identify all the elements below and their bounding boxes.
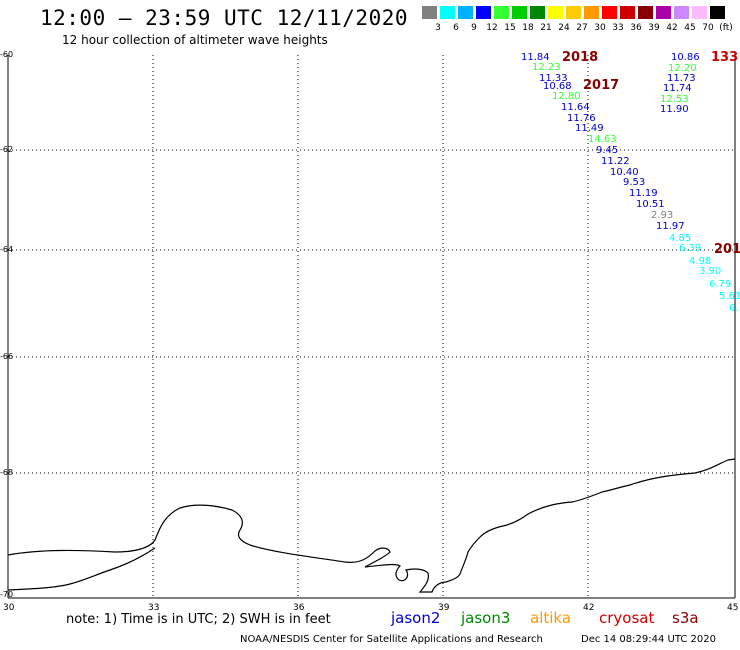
wave-height-value: 6.39 (679, 243, 702, 254)
lon-label: 30 (3, 603, 15, 613)
wave-height-value: 6.79 (709, 279, 732, 290)
scale-label: 24 (558, 23, 570, 33)
lat-label: -66 (0, 352, 14, 361)
wave-height-value: 11.64 (561, 102, 590, 113)
wave-height-value: 12.20 (668, 63, 697, 74)
lat-label: -60 (0, 50, 14, 59)
wave-height-value: 10.40 (610, 167, 639, 178)
latitude-gridlines (8, 149, 735, 474)
scale-label: 30 (594, 23, 606, 33)
wave-height-value: 11.97 (656, 221, 685, 232)
lon-label: 36 (293, 603, 305, 613)
units-note: note: 1) Time is in UTC; 2) SWH is in fe… (66, 612, 331, 627)
scale-swatch (458, 6, 473, 19)
credit-text: NOAA/NESDIS Center for Satellite Applica… (240, 634, 543, 645)
legend-s3a: s3a (672, 609, 699, 627)
scale-label: 3 (435, 23, 441, 33)
lat-label: -70 (0, 590, 14, 599)
wave-height-value: 10.51 (636, 199, 665, 210)
scale-label: 42 (666, 23, 678, 33)
scale-label: 18 (522, 23, 534, 33)
antarctica-coastline-west (7, 547, 156, 591)
pass-year-label: 2018 (562, 50, 599, 65)
scale-label: 15 (504, 23, 516, 33)
map-title: 12:00 – 23:59 UTC 12/11/2020 (40, 6, 409, 30)
scale-label: 9 (471, 23, 477, 33)
scale-swatch (674, 6, 689, 19)
wave-height-value: 12.53 (660, 94, 689, 105)
pass-year-label: 133 (711, 50, 739, 65)
lat-label: -62 (0, 145, 14, 154)
scale-label: 27 (576, 23, 588, 33)
lon-label: 39 (438, 603, 450, 613)
wave-height-value: 14.63 (588, 134, 617, 145)
wave-height-value: 10.86 (671, 52, 700, 63)
lon-label: 45 (727, 603, 739, 613)
scale-swatch (512, 6, 527, 19)
wave-height-value: 11.76 (567, 113, 596, 124)
longitude-gridlines (152, 55, 589, 598)
wave-height-value: 11.90 (660, 104, 689, 115)
wave-height-value: 4.85 (669, 233, 692, 244)
wave-height-value: 9.45 (596, 145, 619, 156)
wave-height-value: 5.61 (719, 291, 740, 302)
wave-height-value: 6. (729, 303, 739, 314)
wave-height-value: 11.19 (629, 188, 658, 199)
scale-label: 33 (612, 23, 624, 33)
wave-height-value: 12.80 (552, 91, 581, 102)
wave-height-value: 4.98 (689, 256, 712, 267)
scale-swatch (710, 6, 725, 19)
wave-height-value: 3.90 (699, 266, 722, 277)
wave-height-value: 2.93 (651, 210, 674, 221)
scale-label: 6 (453, 23, 459, 33)
wave-height-value: 10.68 (543, 81, 572, 92)
scale-swatch (440, 6, 455, 19)
lat-label: -64 (0, 245, 14, 254)
map-subtitle: 12 hour collection of altimeter wave hei… (62, 33, 328, 47)
wave-height-value: 11.22 (601, 156, 630, 167)
lon-label: 33 (148, 603, 160, 613)
wave-height-value: 9.53 (623, 177, 646, 188)
scale-swatch (566, 6, 581, 19)
scale-swatch (656, 6, 671, 19)
scale-swatch (584, 6, 599, 19)
scale-swatch (620, 6, 635, 19)
scale-swatch (638, 6, 653, 19)
scale-swatch (530, 6, 545, 19)
legend-jason2: jason2 (391, 609, 441, 627)
scale-swatch (476, 6, 491, 19)
scale-swatch (548, 6, 563, 19)
wave-height-value: 11.73 (667, 73, 696, 84)
wave-height-value: 11.74 (663, 83, 692, 94)
scale-swatch (602, 6, 617, 19)
legend-altika: altika (530, 609, 572, 627)
wave-height-value: 12.23 (532, 62, 561, 73)
scale-swatch (494, 6, 509, 19)
legend-cryosat: cryosat (599, 609, 655, 627)
scale-label: 21 (540, 23, 552, 33)
antarctica-coastline (7, 458, 736, 593)
pass-year-label: 2017 (583, 78, 620, 93)
scale-swatch (692, 6, 707, 19)
wave-height-value: 11.49 (575, 123, 604, 134)
scale-label: 39 (648, 23, 660, 33)
lat-label: -68 (0, 468, 14, 477)
wave-height-value: 11.33 (539, 73, 568, 84)
scale-label: 12 (486, 23, 498, 33)
scale-label: 70 (702, 23, 714, 33)
scale-label: 36 (630, 23, 642, 33)
scale-swatch (422, 6, 437, 19)
lon-label: 42 (583, 603, 595, 613)
scale-label: 45 (684, 23, 696, 33)
pass-year-label: 201 (714, 242, 740, 257)
wave-height-value: 11.84 (521, 52, 550, 63)
scale-label: (ft) (719, 23, 733, 33)
legend-jason3: jason3 (461, 609, 511, 627)
timestamp-text: Dec 14 08:29:44 UTC 2020 (581, 634, 716, 645)
